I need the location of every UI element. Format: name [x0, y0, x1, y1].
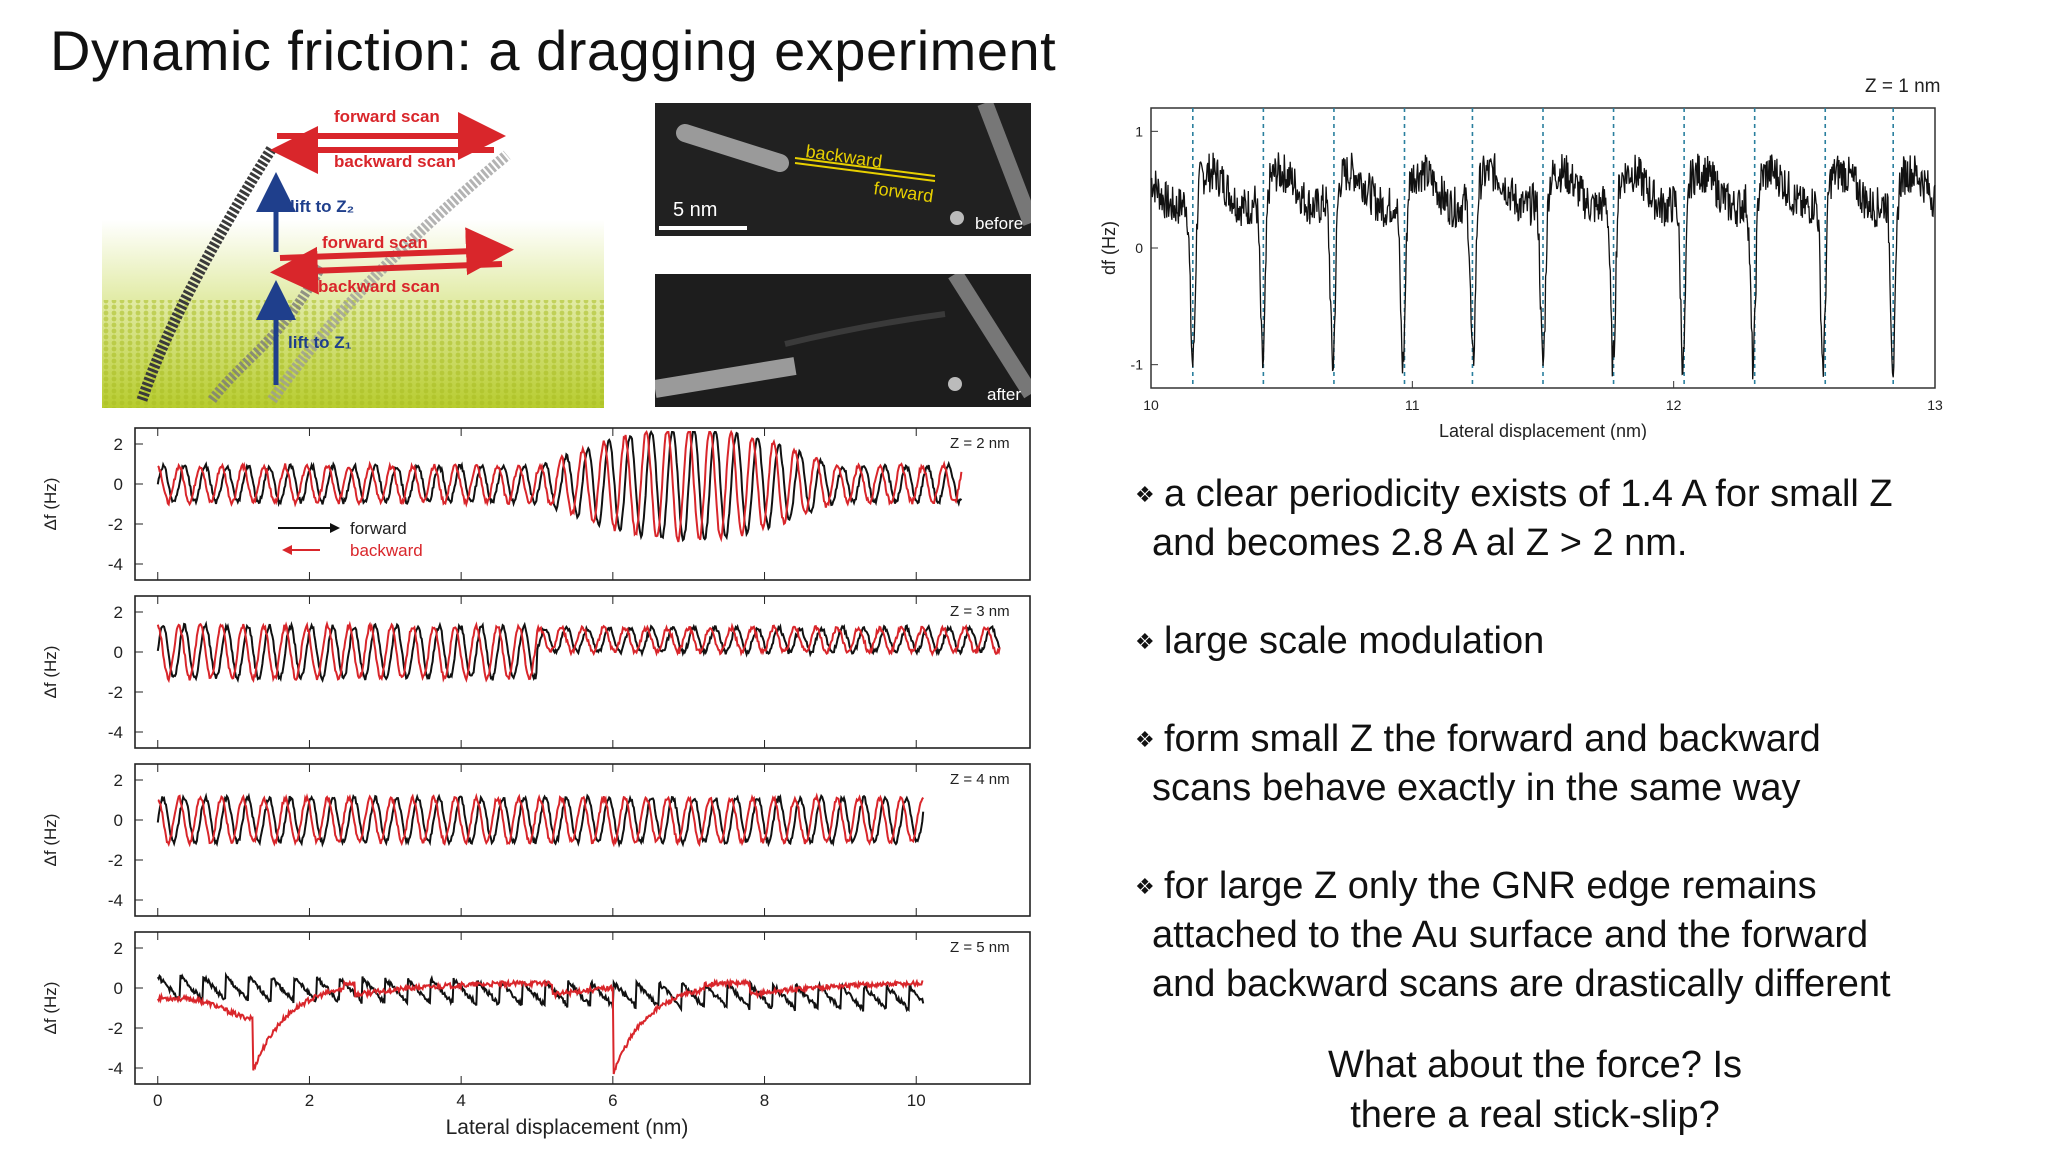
forward-scan-label-top: forward scan: [334, 107, 440, 126]
question-line-1: What about the force? Is: [1327, 1044, 1742, 1086]
panel-3-series-backward: [156, 977, 924, 1075]
lift-z2-label: lift to Z₂: [290, 197, 354, 216]
panel-3-series-forward: [156, 971, 925, 1013]
bullet-4-line-2: attached to the Au surface and the forwa…: [1152, 914, 1869, 956]
panel-label-3: Z = 5 nm: [950, 939, 1010, 956]
y-tick-label-0: 1: [1135, 123, 1143, 139]
stm-image-before: backward forward 5 nm before: [655, 103, 1031, 236]
panel-frame-1: [134, 595, 1031, 749]
panel-ytick-label-2-2: -2: [108, 851, 123, 870]
x-tick-label-1: 11: [1405, 397, 1420, 413]
panel-ytick-label-1-2: -2: [108, 683, 123, 702]
panel-xtick-label-4: 8: [760, 1091, 769, 1110]
y-tick-label-1: 0: [1135, 240, 1143, 256]
panel-1-series-backward: [156, 620, 1001, 684]
panel-xtick-label-5: 10: [907, 1091, 926, 1110]
bullet-icon: ❖: [1135, 482, 1155, 507]
panel-ytick-label-1-3: -4: [108, 723, 123, 742]
ribbon-moved: [655, 357, 797, 398]
panel-ytick-label-2-0: 2: [114, 771, 123, 790]
panel-ytick-label-0-2: -2: [108, 515, 123, 534]
ribbon-dark: [136, 145, 277, 402]
stm-image-after: after: [655, 274, 1031, 407]
panel-ytick-label-0-1: 0: [114, 475, 123, 494]
x-tick-label-3: 13: [1927, 397, 1943, 413]
panel-ytick-label-1-1: 0: [114, 643, 123, 662]
closing-question: What about the force? Is there a real st…: [1235, 1040, 1835, 1140]
bullet-4-line-1: for large Z only the GNR edge remains: [1164, 865, 1817, 907]
panel-ytick-label-3-3: -4: [108, 1059, 123, 1078]
panel-xtick-label-2: 4: [456, 1091, 465, 1110]
panel-xtick-label-1: 2: [305, 1091, 314, 1110]
panel-frame-2: [134, 763, 1031, 917]
bullet-1-line-1: a clear periodicity exists of 1.4 A for …: [1164, 473, 1893, 515]
bullet-1-line-2: and becomes 2.8 A al Z > 2 nm.: [1152, 522, 1688, 564]
panel-ytick-label-3-2: -2: [108, 1019, 123, 1038]
backward-scan-label-mid: backward scan: [318, 277, 440, 296]
chart-z1-xlabel: Lateral displacement (nm): [1439, 421, 1647, 440]
panel-xtick-label-3: 6: [608, 1091, 617, 1110]
panel-2-series-backward: [157, 792, 925, 848]
panel-ytick-label-0-0: 2: [114, 435, 123, 454]
bullet-4-line-3: and backward scans are drastically diffe…: [1152, 963, 1891, 1005]
panel-label-1: Z = 3 nm: [950, 603, 1010, 620]
panel-ytick-label-3-0: 2: [114, 939, 123, 958]
legend-backward-arrow: [282, 545, 292, 555]
panel-0-series-backward: [157, 429, 963, 543]
ribbon-edge: [977, 103, 1031, 226]
panel-ytick-label-2-3: -4: [108, 891, 123, 910]
legend-forward-label: forward: [350, 519, 407, 538]
question-line-2: there a real stick-slip?: [1350, 1094, 1720, 1136]
backward-scan-arrow-mid: [270, 246, 503, 295]
panel-label-0: Z = 2 nm: [950, 435, 1010, 452]
panel-ytick-label-2-1: 0: [114, 811, 123, 830]
bullet-2-line-1: large scale modulation: [1164, 620, 1545, 662]
bullet-icon: ❖: [1135, 727, 1155, 752]
bullet-3-line-2: scans behave exactly in the same way: [1152, 767, 1801, 809]
panel-ylabel-0: Δf (Hz): [41, 478, 60, 531]
panel-frame-0: [134, 427, 1031, 581]
chart-stack: Z = 2 nm 2 0 -2 -4 Δf (Hz) forward backward Z = …: [41, 427, 1031, 1139]
bullet-3: ❖ form small Z the forward and backward …: [1135, 715, 2015, 813]
after-label: after: [987, 385, 1021, 404]
bullet-icon: ❖: [1135, 629, 1155, 654]
panel-label-2: Z = 4 nm: [950, 771, 1010, 788]
panel-ytick-label-1-0: 2: [114, 603, 123, 622]
panel-ylabel-1: Δf (Hz): [41, 646, 60, 699]
panel-xtick-label-0: 0: [153, 1091, 162, 1110]
bullet-1: ❖ a clear periodicity exists of 1.4 A fo…: [1135, 470, 2015, 568]
panel-0-series-forward: [156, 429, 963, 543]
slide-title: Dynamic friction: a dragging experiment: [50, 19, 1057, 82]
before-label: before: [975, 214, 1023, 233]
legend-backward-label: backward: [350, 541, 423, 560]
panel-ylabel-3: Δf (Hz): [41, 982, 60, 1035]
bullet-3-line-1: form small Z the forward and backward: [1164, 718, 1821, 760]
y-tick-label-2: -1: [1131, 357, 1144, 373]
backward-scan-label-top: backward scan: [334, 152, 456, 171]
ribbon-light: [267, 150, 511, 404]
chart-z1-ylabel: df (Hz): [1099, 221, 1119, 275]
legend-forward-arrow: [330, 523, 340, 533]
bullet-4: ❖ for large Z only the GNR edge remains …: [1135, 862, 2015, 1009]
bullet-2: ❖ large scale modulation: [1135, 617, 2015, 666]
panel-ytick-label-0-3: -4: [108, 555, 123, 574]
scale-bar-label: 5 nm: [673, 199, 717, 221]
chart-z1-title: Z = 1 nm: [1865, 76, 1941, 97]
panel-frame-3: [134, 931, 1031, 1085]
dragging-schematic: forward scan backward scan lift to Z₂ fo…: [102, 107, 604, 408]
x-tick-label-2: 12: [1666, 397, 1682, 413]
lift-z1-label: lift to Z₁: [288, 333, 352, 352]
panel-ylabel-2: Δf (Hz): [41, 814, 60, 867]
x-tick-label-0: 10: [1143, 397, 1159, 413]
panel-ytick-label-3-1: 0: [114, 979, 123, 998]
forward-scan-label-mid: forward scan: [322, 233, 428, 252]
chart-z1-series: [1150, 152, 1936, 380]
panel-2-series-forward: [156, 792, 925, 848]
ribbon-bright: [676, 124, 789, 172]
bullet-icon: ❖: [1135, 874, 1155, 899]
panel-xlabel: Lateral displacement (nm): [446, 1116, 689, 1139]
